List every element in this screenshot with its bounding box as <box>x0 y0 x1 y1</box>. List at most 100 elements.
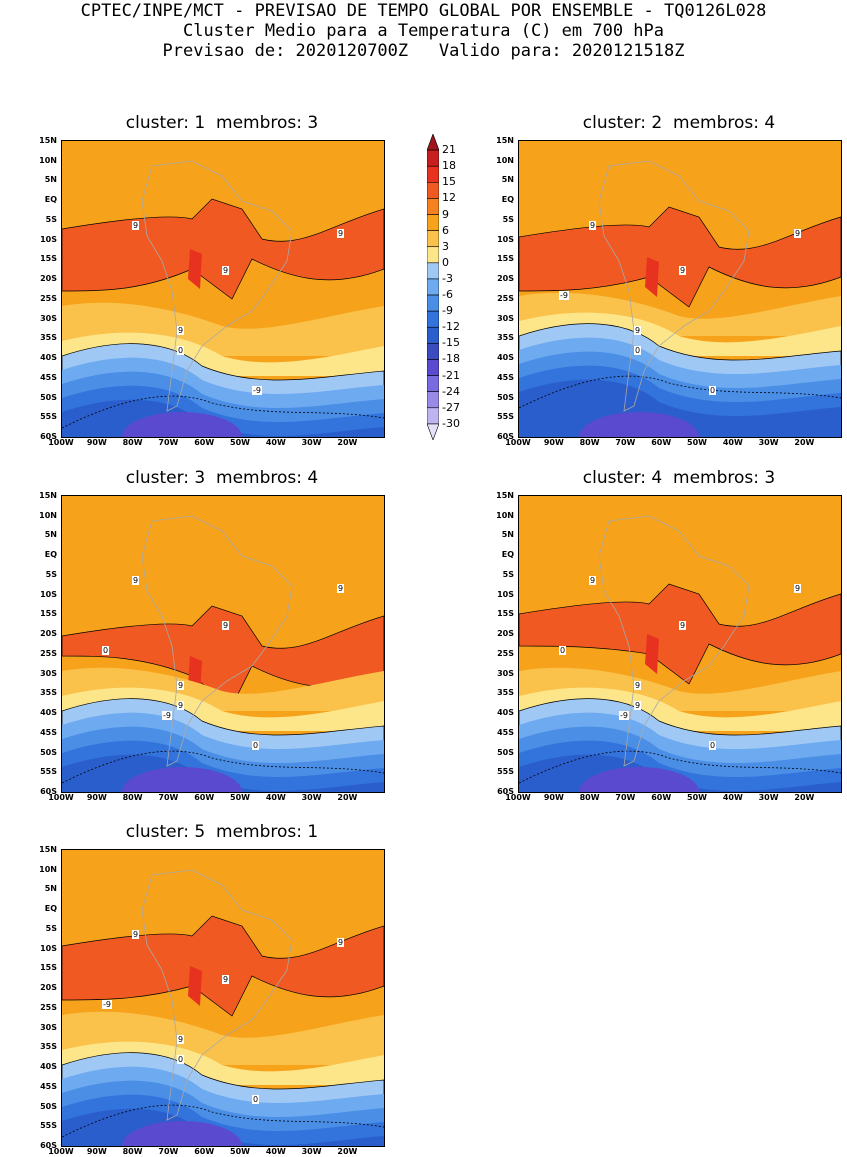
lat-tick-label: 15S <box>40 609 57 619</box>
colorbar-segment <box>427 326 439 344</box>
lat-tick-label: 50S <box>497 392 514 402</box>
lat-tick-label: 15N <box>39 491 57 500</box>
lon-tick-label: 70W <box>615 793 636 802</box>
lat-tick-label: 5S <box>45 923 57 933</box>
panel-4-map: 9 9 9 9 9 0 0 -9 <box>518 495 842 793</box>
colorbar-label: -15 <box>442 336 460 350</box>
lat-tick-label: 10S <box>40 589 57 599</box>
colorbar-segment <box>427 407 439 425</box>
lon-tick-label: 90W <box>543 793 564 802</box>
colorbar-label: 15 <box>442 175 456 189</box>
lat-tick-label: 20S <box>40 629 57 639</box>
contour-label: 9 <box>222 621 230 630</box>
panel-5-map: 9 9 9 9 0 0 -9 <box>61 849 385 1147</box>
lat-tick-label: 10N <box>39 155 57 165</box>
lon-tick-label: 80W <box>122 438 143 447</box>
panel-3-title: cluster: 3 membros: 4 <box>125 468 319 488</box>
lat-tick-label: EQ <box>44 550 57 560</box>
lon-tick-label: 90W <box>86 1147 107 1156</box>
contour-label: 9 <box>132 576 140 585</box>
lon-tick-label: 40W <box>265 793 286 802</box>
colorbar-label: -3 <box>442 271 453 285</box>
colorbar-segment <box>427 149 439 167</box>
lat-tick-label: 30S <box>40 1022 57 1032</box>
lat-tick-label: EQ <box>501 550 514 560</box>
colorbar-segment <box>427 182 439 199</box>
contour-label: 9 <box>679 266 687 275</box>
contour-label: 9 <box>337 938 345 947</box>
header-line-3: Previsao de: 2020120700Z Valido para: 20… <box>162 41 685 61</box>
lat-tick-label: 50S <box>497 747 514 757</box>
lon-tick-label: 60W <box>194 1147 215 1156</box>
colorbar-segment <box>427 134 439 151</box>
panel-3-map: 9 9 9 9 9 0 0 -9 <box>61 495 385 793</box>
lat-tick-label: 35S <box>497 333 514 343</box>
contour-label: 9 <box>337 584 345 593</box>
lon-tick-label: 40W <box>265 438 286 447</box>
lat-tick-label: 10S <box>40 943 57 953</box>
colorbar-label: 21 <box>442 143 456 157</box>
panel-1-map: 9 9 9 9 0 -9 <box>61 140 385 438</box>
lat-tick-label: 15N <box>496 136 514 145</box>
lat-tick-label: EQ <box>501 195 514 205</box>
lon-tick-label: 20W <box>337 793 358 802</box>
contour-label: -9 <box>102 1000 112 1009</box>
colorbar-segment <box>427 310 439 328</box>
lat-tick-label: 60S <box>40 432 57 441</box>
lon-tick-label: 50W <box>230 438 250 447</box>
lat-tick-label: 35S <box>497 688 514 698</box>
lon-tick-label: 40W <box>722 793 743 802</box>
lat-tick-label: 55S <box>497 767 514 777</box>
lat-tick-label: 60S <box>40 787 57 796</box>
lat-tick-label: 15S <box>497 609 514 619</box>
colorbar-label: 12 <box>442 191 456 205</box>
lon-tick-label: 60W <box>194 438 215 447</box>
colorbar-segment <box>427 278 439 296</box>
colorbar-label: 6 <box>442 223 449 237</box>
lon-tick-label: 30W <box>301 1147 322 1156</box>
lat-tick-label: 25S <box>40 1002 57 1012</box>
lat-tick-label: 30S <box>497 668 514 678</box>
lon-tick-label: 70W <box>158 438 179 447</box>
lon-tick-label: 80W <box>122 1147 143 1156</box>
colorbar-segment <box>427 343 439 360</box>
lon-tick-label: 50W <box>230 793 250 802</box>
colorbar-label: -6 <box>442 288 453 302</box>
lon-tick-label: 30W <box>301 793 322 802</box>
colorbar-label: -18 <box>442 352 460 366</box>
contour-label: 9 <box>132 221 140 230</box>
colorbar-label: -9 <box>442 304 453 318</box>
lat-tick-label: 20S <box>497 629 514 639</box>
lat-tick-label: 45S <box>497 727 514 737</box>
lon-tick-label: 30W <box>301 438 322 447</box>
lat-tick-label: 5S <box>502 214 514 224</box>
contour-label: 9 <box>589 221 597 230</box>
contour-label: 0 <box>252 741 260 750</box>
contour-label: 9 <box>679 621 687 630</box>
lat-tick-label: 10N <box>39 864 57 874</box>
lon-tick-label: 100W <box>48 438 74 447</box>
lat-tick-label: EQ <box>44 195 57 205</box>
lat-tick-label: 15N <box>496 491 514 500</box>
lon-tick-label: 70W <box>615 438 636 447</box>
lat-tick-label: 5N <box>44 175 57 185</box>
lon-tick-label: 40W <box>722 438 743 447</box>
colorbar-segment <box>427 230 439 248</box>
lat-tick-label: 35S <box>40 688 57 698</box>
lat-tick-label: 40S <box>497 708 514 718</box>
colorbar-segment <box>427 214 439 231</box>
contour-label: 9 <box>634 681 642 690</box>
lat-tick-label: 30S <box>40 668 57 678</box>
lat-tick-label: 55S <box>40 767 57 777</box>
lon-tick-label: 30W <box>758 793 779 802</box>
lon-tick-label: 50W <box>687 793 707 802</box>
colorbar-label: 3 <box>442 239 449 253</box>
lat-tick-label: 25S <box>497 293 514 303</box>
lat-tick-label: 45S <box>497 372 514 382</box>
colorbar-segment <box>427 294 439 312</box>
lon-tick-label: 20W <box>794 438 815 447</box>
lat-tick-label: 40S <box>40 1062 57 1072</box>
lon-tick-label: 100W <box>505 438 531 447</box>
lon-tick-label: 20W <box>337 1147 358 1156</box>
lat-tick-label: 60S <box>497 787 514 796</box>
